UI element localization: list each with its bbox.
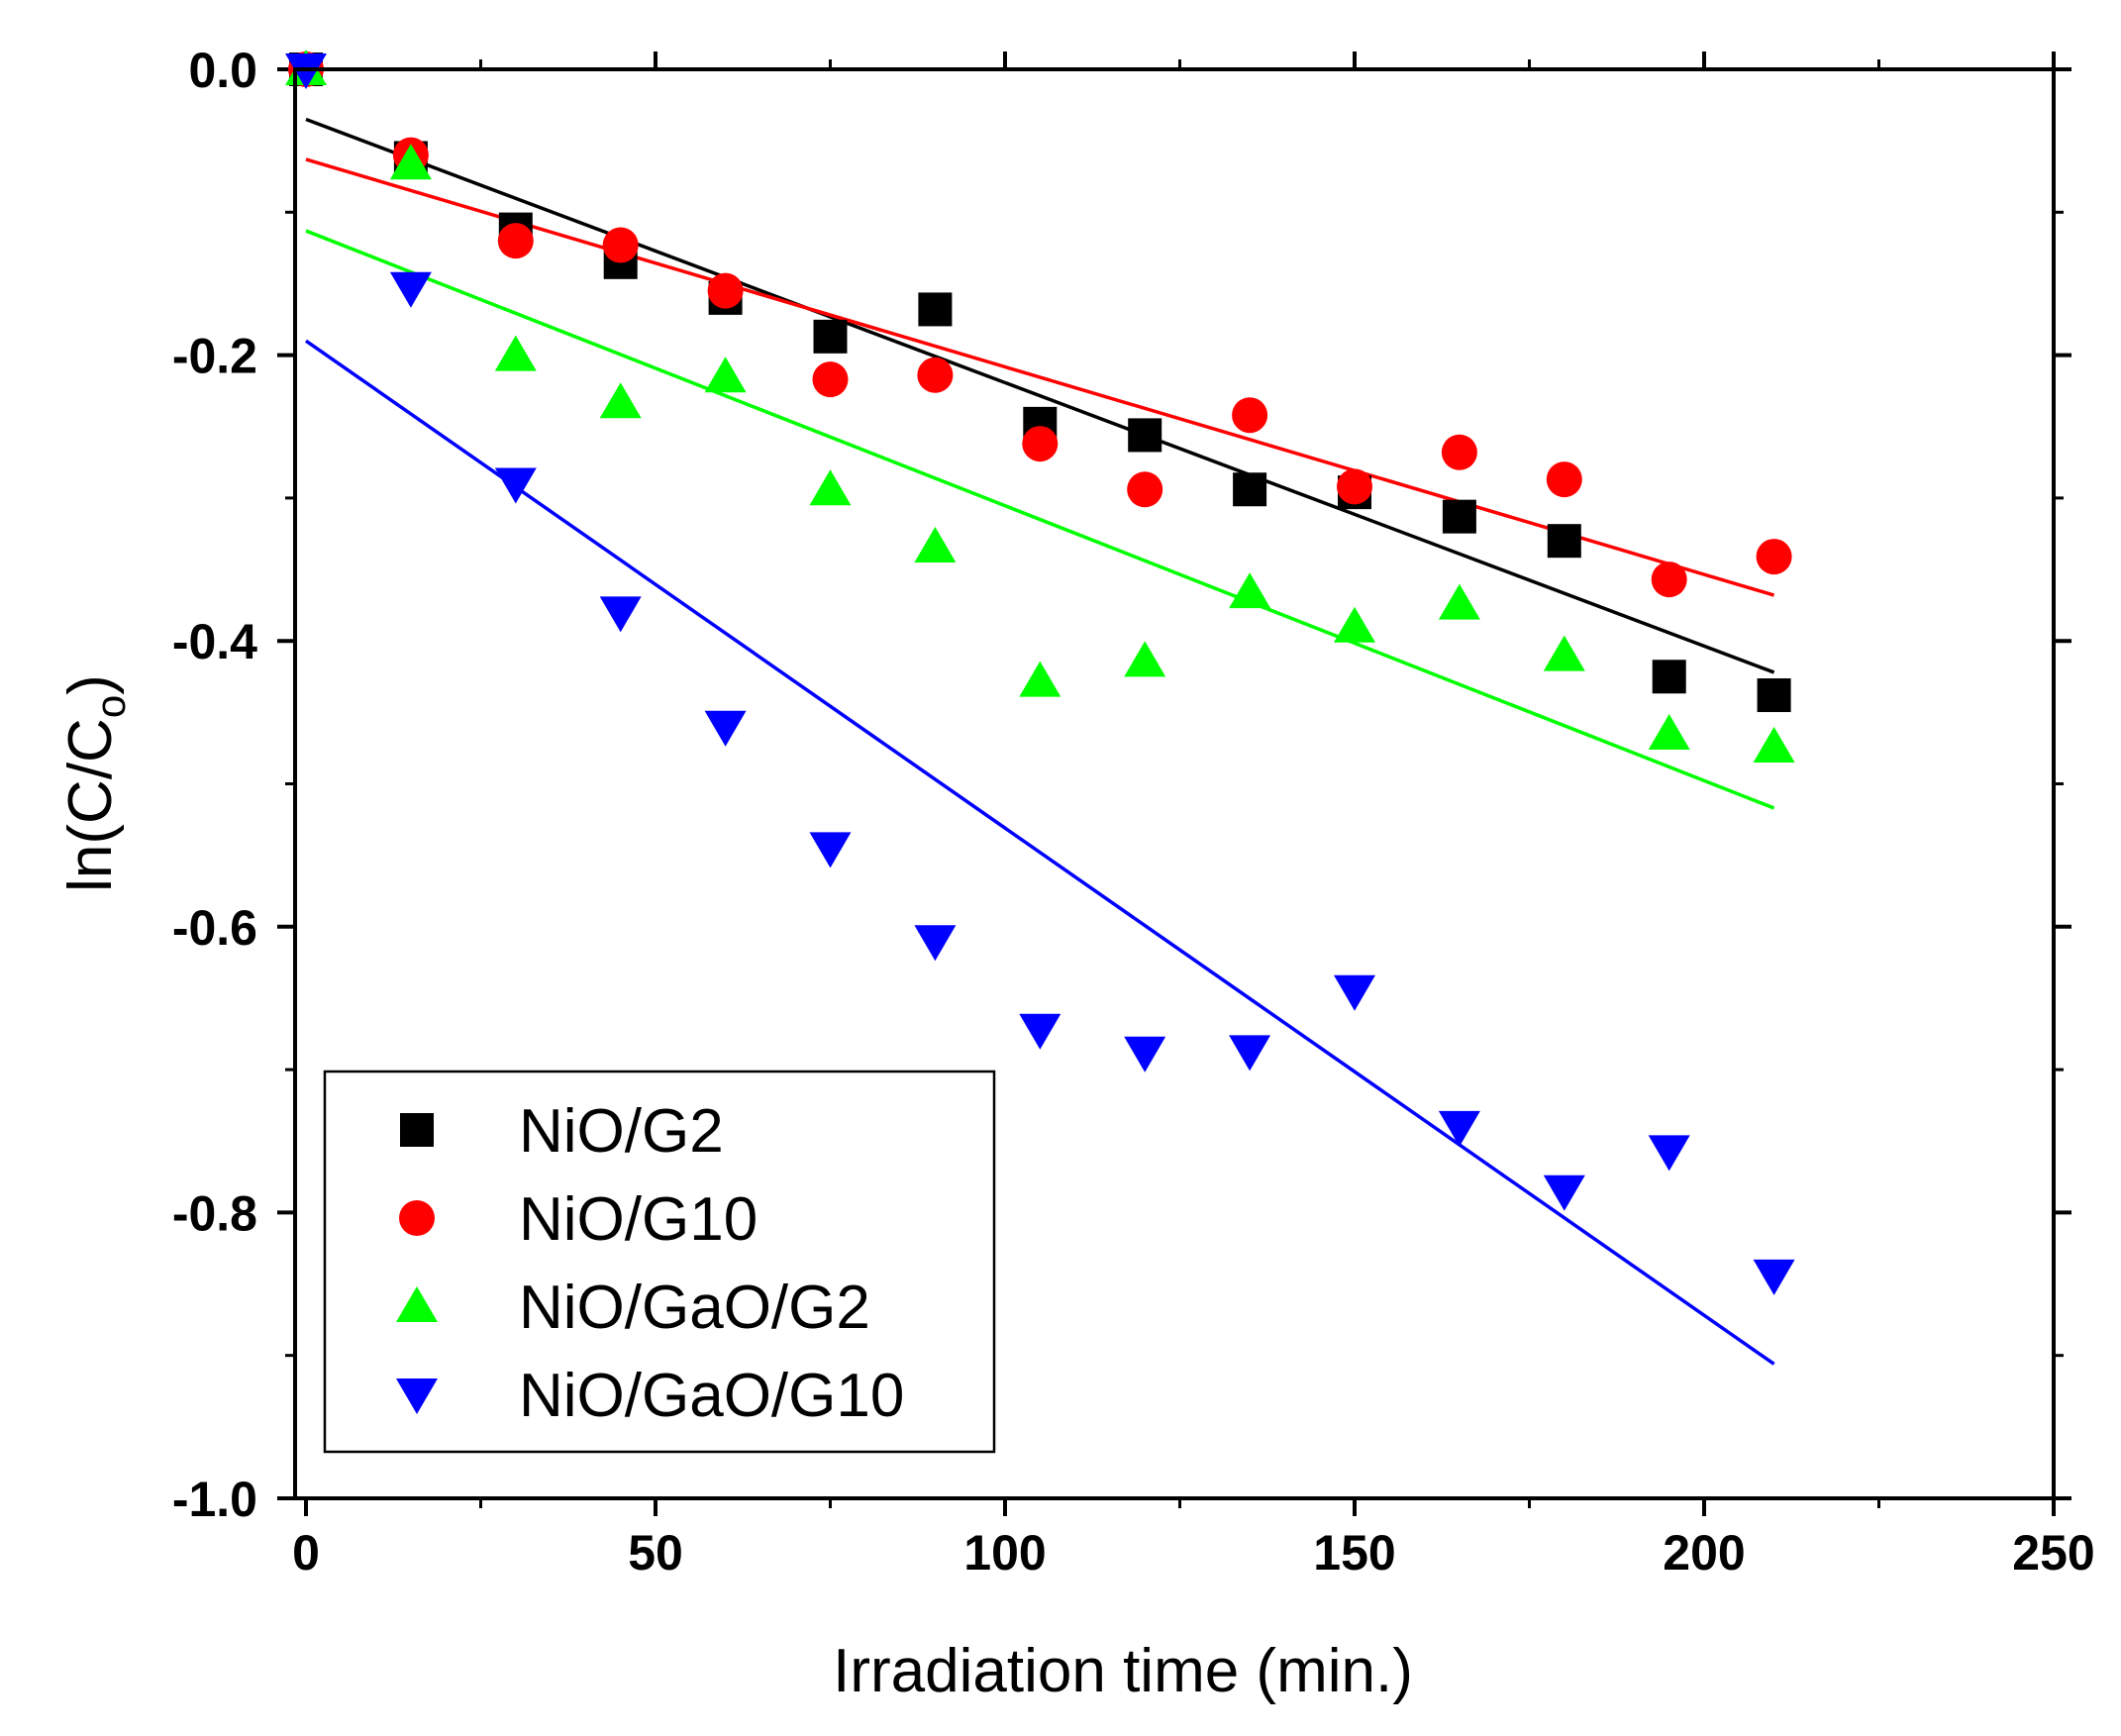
legend-entry-nio-gao-g2: NiO/GaO/G2 (396, 1274, 870, 1342)
data-point (1019, 661, 1061, 697)
data-point (813, 319, 848, 354)
data-point (599, 382, 642, 419)
series-nio-g2 (289, 52, 1791, 713)
legend-entry-nio-g2: NiO/G2 (400, 1097, 724, 1166)
data-point (1232, 397, 1268, 434)
series-nio-g10 (288, 51, 1792, 598)
y-axis-title-main: ln(C/C (56, 718, 125, 892)
legend-marker (396, 1286, 438, 1322)
data-point (918, 292, 953, 327)
y-tick-label: -0.6 (172, 900, 257, 956)
data-point (1652, 660, 1686, 694)
plot-frame (293, 67, 2056, 1500)
legend: NiO/G2 NiO/G10 NiO/GaO/G2 NiO/GaO/G10 (323, 1070, 996, 1454)
data-point (914, 925, 957, 962)
data-point (494, 467, 537, 504)
y-tick-label: 0.0 (188, 43, 257, 98)
data-point (914, 526, 957, 562)
data-point (1651, 562, 1687, 598)
y-tick-label: -0.2 (172, 329, 257, 384)
data-point (917, 357, 954, 393)
data-point (602, 227, 639, 263)
series-nio-gao-g2 (285, 50, 1795, 763)
fit-line-nio-g2 (305, 117, 1775, 674)
data-point (389, 271, 432, 308)
legend-label: NiO/GaO/G10 (519, 1362, 904, 1430)
legend-label: NiO/GaO/G2 (519, 1274, 870, 1342)
legend-box (323, 1070, 996, 1454)
data-point (1756, 539, 1792, 575)
legend-marker (396, 1379, 438, 1414)
axes-layer: 0 50 100 150 200 250 0.0 -0.2 -0.4 -0.6 -0.8 -1.0 (172, 43, 2095, 1581)
data-point (389, 144, 432, 180)
data-point (809, 832, 852, 868)
data-point (1124, 1036, 1166, 1072)
fit-line-nio-g10 (305, 157, 1775, 597)
data-point (494, 335, 537, 371)
data-point (497, 223, 534, 259)
data-point (707, 272, 744, 309)
legend-entry-nio-gao-g10: NiO/GaO/G10 (396, 1362, 904, 1430)
y-tick-label: -1.0 (172, 1472, 257, 1527)
x-axis-title: Irradiation time (min.) (833, 1637, 1413, 1705)
data-point (1757, 678, 1791, 713)
data-point (704, 357, 747, 393)
fit-line-nio-gao-g10 (304, 339, 1775, 1366)
data-point (1022, 426, 1059, 462)
data-point (1441, 434, 1477, 470)
x-tick-label: 100 (963, 1525, 1046, 1581)
y-axis-title-close: ) (56, 674, 125, 695)
x-tick-label: 50 (628, 1525, 683, 1581)
data-point (1543, 635, 1585, 671)
x-tick-label: 0 (292, 1525, 320, 1581)
data-point (1547, 524, 1581, 559)
data-point (1753, 726, 1795, 763)
data-point (1124, 641, 1166, 677)
legend-entry-nio-g10: NiO/G10 (399, 1185, 758, 1254)
data-point (1233, 472, 1267, 507)
legend-marker (399, 1200, 435, 1236)
x-tick-label: 150 (1313, 1525, 1395, 1581)
data-point (1334, 606, 1375, 643)
data-point (1648, 1135, 1690, 1172)
legend-entries: NiO/G2 NiO/G10 NiO/GaO/G2 NiO/GaO/G10 (396, 1097, 904, 1430)
legend-label: NiO/G10 (519, 1185, 758, 1254)
y-tick-label: -0.4 (172, 614, 257, 669)
data-point (1543, 1174, 1585, 1211)
data-point (1337, 468, 1372, 505)
data-point (704, 710, 747, 747)
data-point (1128, 418, 1162, 453)
fit-line-nio-gao-g2 (305, 229, 1775, 810)
y-axis-title: ln(C/Co) (56, 674, 134, 892)
data-point (1753, 1259, 1795, 1295)
legend-label: NiO/G2 (519, 1097, 724, 1166)
data-point (1442, 499, 1476, 534)
y-axis-title-sub: o (87, 695, 134, 718)
x-tick-label: 250 (2012, 1525, 2094, 1581)
fit-lines (304, 117, 1775, 1366)
data-point (1648, 713, 1690, 750)
data-points (285, 50, 1795, 1295)
data-point (1019, 1013, 1061, 1050)
data-point (599, 596, 642, 633)
data-point (1229, 572, 1271, 609)
data-point (1334, 974, 1375, 1011)
legend-marker (400, 1113, 434, 1147)
data-point (1127, 471, 1163, 508)
data-point (1229, 1035, 1271, 1072)
data-point (1438, 1110, 1480, 1147)
data-point (809, 469, 852, 506)
y-tick-label: -0.8 (172, 1185, 257, 1241)
x-tick-label: 200 (1663, 1525, 1745, 1581)
data-point (812, 361, 849, 398)
data-point (1438, 583, 1480, 620)
data-point (1546, 461, 1582, 498)
